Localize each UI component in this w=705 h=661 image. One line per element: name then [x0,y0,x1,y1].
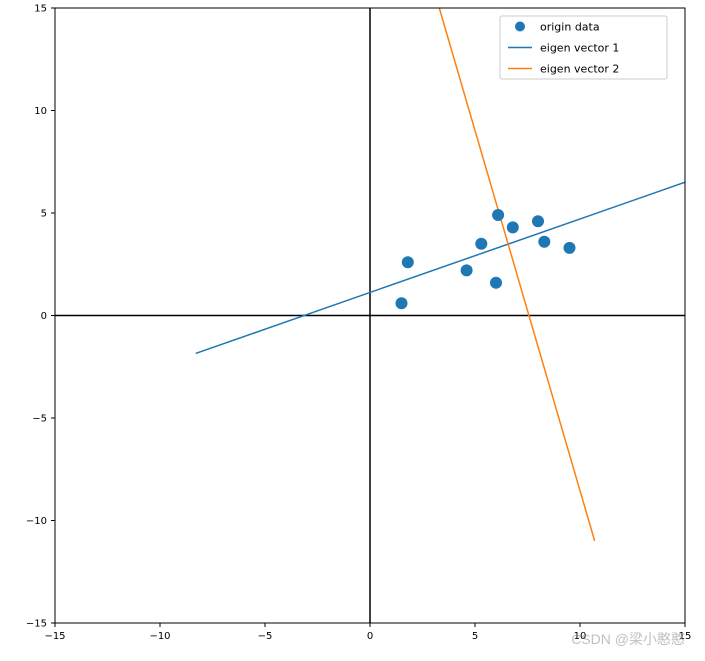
y-tick-label: −10 [26,516,47,527]
legend: origin data eigen vector 1 eigen vector 2 [500,16,667,79]
y-tick-label: 5 [41,209,47,220]
data-point [402,256,414,268]
x-tick-label: 5 [472,631,478,642]
legend-marker-icon [515,22,525,32]
data-point [475,238,487,250]
data-point [538,236,550,248]
scatter-chart: −15 −10 −5 0 5 10 15 −15 −10 −5 0 5 10 15 origin data e… [0,0,705,661]
data-point [507,221,519,233]
y-tick-label: −15 [26,619,47,630]
x-tick-label: 10 [574,631,587,642]
data-point [490,277,502,289]
x-tick-label: −5 [258,631,273,642]
x-tick-label: 15 [679,631,692,642]
legend-label: origin data [540,21,600,34]
y-tick-label: 10 [34,106,47,117]
data-point [564,242,576,254]
data-point [461,264,473,276]
legend-label: eigen vector 1 [540,42,619,55]
y-tick-label: 15 [34,4,47,15]
y-tick-label: 0 [41,311,47,322]
x-tick-label: −10 [149,631,170,642]
data-point [492,209,504,221]
chart-container: −15 −10 −5 0 5 10 15 −15 −10 −5 0 5 10 15 origin data e… [0,0,705,661]
data-point [396,297,408,309]
y-tick-label: −5 [32,414,47,425]
data-point [532,215,544,227]
x-tick-label: −15 [44,631,65,642]
x-tick-label: 0 [367,631,373,642]
legend-label: eigen vector 2 [540,63,619,76]
